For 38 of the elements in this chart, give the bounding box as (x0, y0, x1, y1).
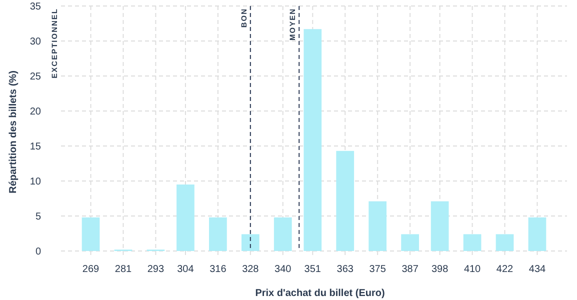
x-tick-label: 293 (147, 264, 164, 275)
x-tick-label: 351 (304, 264, 322, 275)
y-tick-label: 5 (35, 212, 42, 222)
bar (368, 201, 387, 251)
bar (82, 217, 100, 251)
x-tick-label: 363 (336, 264, 354, 275)
y-tick-label: 25 (30, 72, 42, 82)
y-tick-label: 20 (30, 106, 42, 118)
y-tick-label: 15 (30, 142, 42, 152)
y-tick-label: 30 (30, 36, 42, 48)
x-tick-label: 328 (242, 264, 260, 275)
bar (336, 150, 354, 251)
bar (528, 217, 546, 251)
x-tick-label: 316 (210, 264, 227, 275)
y-tick-label: 10 (30, 176, 42, 188)
bar (241, 234, 260, 251)
x-tick-label: 387 (402, 264, 419, 275)
bar (274, 217, 292, 251)
y-tick-label: 0 (35, 246, 42, 258)
x-tick-label: 340 (274, 264, 292, 275)
x-tick-label: 304 (177, 264, 194, 275)
x-tick-label: 281 (114, 264, 132, 275)
x-axis-title: Prix d'achat du billet (Euro) (255, 288, 385, 299)
x-tick-label: 398 (431, 264, 449, 275)
bar (304, 29, 322, 251)
bar (401, 234, 419, 251)
y-tick-label: 35 (30, 2, 42, 12)
y-axis-title: Répartition des billets (%) (8, 70, 19, 194)
x-tick-label: 269 (82, 264, 100, 275)
x-tick-label: 375 (369, 264, 386, 275)
x-tick-label: 422 (496, 264, 514, 275)
bar (430, 201, 449, 251)
bar (463, 234, 482, 251)
x-tick-label: 410 (464, 264, 482, 275)
bar (176, 184, 194, 251)
bar (209, 217, 227, 251)
bar (496, 234, 514, 251)
x-tick-label: 434 (528, 264, 546, 275)
